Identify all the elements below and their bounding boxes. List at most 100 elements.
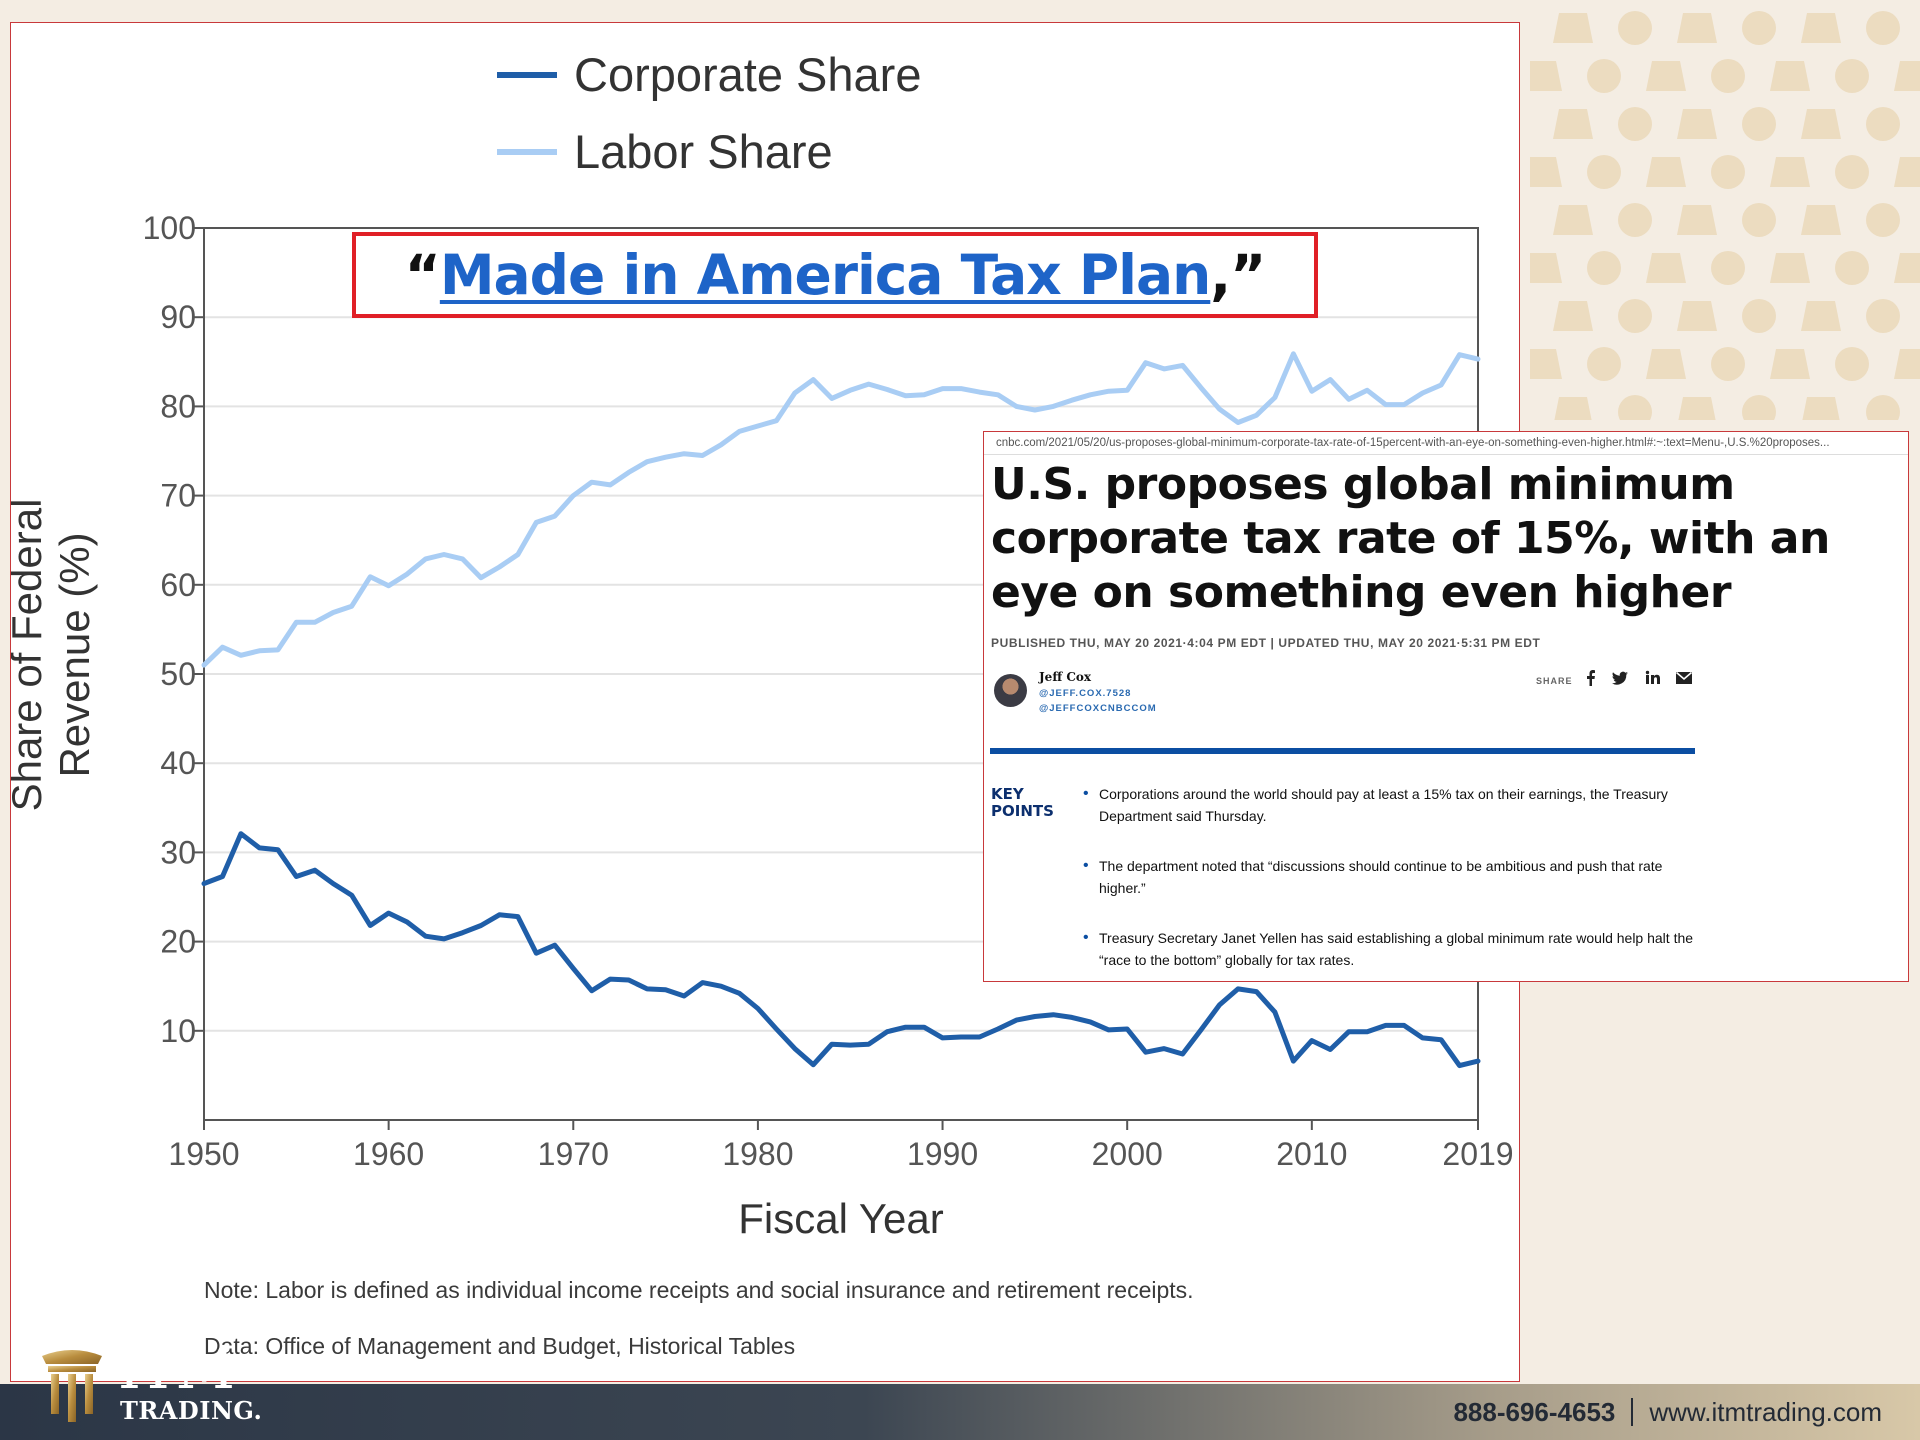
pattern-shape bbox=[1801, 13, 1841, 43]
footer-separator bbox=[1631, 1398, 1634, 1426]
key-points-label-line2: POINTS bbox=[991, 802, 1054, 820]
pattern-shape bbox=[1678, 397, 1716, 420]
key-point: • The department noted that “discussions… bbox=[1083, 855, 1699, 899]
pattern-shape bbox=[1677, 205, 1717, 235]
chart-note: Note: Labor is defined as individual inc… bbox=[204, 1277, 1194, 1303]
headline-box: “ Made in America Tax Plan ,” bbox=[352, 232, 1318, 318]
facebook-icon[interactable] bbox=[1581, 668, 1601, 688]
x-tick-label: 1990 bbox=[907, 1136, 978, 1172]
article-dateline: PUBLISHED THU, MAY 20 2021·4:04 PM EDT |… bbox=[991, 636, 1541, 650]
logo-wordmark: ITM bbox=[118, 1334, 235, 1402]
key-point-text: Treasury Secretary Janet Yellen has said… bbox=[1099, 930, 1694, 968]
pattern-shape bbox=[1587, 59, 1621, 93]
pattern-shape bbox=[1587, 251, 1621, 285]
pattern-shape bbox=[1646, 61, 1686, 91]
y-tick-label: 80 bbox=[160, 388, 196, 424]
x-tick-label: 2010 bbox=[1276, 1136, 1347, 1172]
pattern-shape bbox=[1866, 203, 1900, 237]
twitter-icon[interactable] bbox=[1610, 668, 1630, 688]
pattern-shape bbox=[1742, 203, 1776, 237]
pattern-shape bbox=[1587, 155, 1621, 189]
pattern-shape bbox=[1618, 107, 1652, 141]
x-tick-label: 1980 bbox=[722, 1136, 793, 1172]
y-tick-label: 40 bbox=[160, 745, 196, 781]
website-link[interactable]: www.itmtrading.com bbox=[1649, 1397, 1882, 1427]
pattern-shape bbox=[1894, 253, 1920, 283]
pattern-shape bbox=[1866, 11, 1900, 45]
pattern-shape bbox=[1742, 299, 1776, 333]
y-tick-label: 100 bbox=[143, 210, 196, 246]
x-tick-label: 1960 bbox=[353, 1136, 424, 1172]
pattern-shape bbox=[1894, 61, 1920, 91]
pattern-shape bbox=[1554, 397, 1592, 420]
background-pattern bbox=[1530, 0, 1920, 420]
pattern-shape bbox=[1742, 107, 1776, 141]
corporate-share-line bbox=[201, 831, 1481, 1069]
legend-label: Corporate Share bbox=[574, 48, 921, 101]
headline-open-quote: “ bbox=[404, 243, 441, 307]
footer-bar bbox=[0, 1384, 1920, 1440]
article-divider bbox=[990, 748, 1695, 754]
y-tick-label: 60 bbox=[160, 567, 196, 603]
x-tick-label: 2019 bbox=[1442, 1136, 1513, 1172]
pattern-shape bbox=[1770, 253, 1810, 283]
author-avatar bbox=[994, 674, 1027, 707]
pattern-shape bbox=[1742, 11, 1776, 45]
bullet-icon: • bbox=[1083, 929, 1089, 946]
bullet-icon: • bbox=[1083, 785, 1089, 802]
key-points-label-line1: KEY bbox=[991, 785, 1024, 803]
pattern-shape bbox=[1553, 205, 1593, 235]
pattern-shape bbox=[1618, 395, 1652, 420]
y-tick-label: 90 bbox=[160, 299, 196, 335]
pattern-shape bbox=[1894, 157, 1920, 187]
chart-data-source: Data: Office of Management and Budget, H… bbox=[204, 1333, 796, 1359]
pattern-shape bbox=[1553, 109, 1593, 139]
pattern-shape bbox=[1530, 349, 1562, 379]
y-tick-label: 20 bbox=[160, 924, 196, 960]
pattern-shape bbox=[1801, 205, 1841, 235]
author-handle-facebook[interactable]: @JEFF.COX.7528 bbox=[1039, 688, 1132, 699]
logo-subtitle: TRADING. bbox=[120, 1396, 263, 1425]
author-handle-twitter[interactable]: @JEFFCOXCNBCCOM bbox=[1039, 703, 1157, 714]
phone-number[interactable]: 888-696-4653 bbox=[1453, 1397, 1616, 1427]
pattern-shape bbox=[1770, 349, 1810, 379]
pattern-shape bbox=[1835, 59, 1869, 93]
y-tick-label: 10 bbox=[160, 1013, 196, 1049]
x-tick-label: 2000 bbox=[1092, 1136, 1163, 1172]
y-tick-label: 50 bbox=[160, 656, 196, 692]
share-label: SHARE bbox=[1536, 676, 1573, 686]
pattern-shape bbox=[1618, 11, 1652, 45]
x-tick-label: 1970 bbox=[538, 1136, 609, 1172]
pattern-shape bbox=[1835, 251, 1869, 285]
x-axis-title: Fiscal Year bbox=[738, 1195, 943, 1242]
pattern-shape bbox=[1530, 157, 1562, 187]
pattern-shape bbox=[1866, 299, 1900, 333]
pattern-shape bbox=[1677, 109, 1717, 139]
pattern-shape bbox=[1677, 13, 1717, 43]
pattern-shape bbox=[1530, 61, 1562, 91]
pattern-shape bbox=[1866, 395, 1900, 420]
pattern-shape bbox=[1711, 347, 1745, 381]
pattern-shape bbox=[1866, 107, 1900, 141]
pattern-shape bbox=[1801, 109, 1841, 139]
y-axis-title: Share of FederalRevenue (%) bbox=[11, 499, 98, 812]
headline-link[interactable]: Made in America Tax Plan bbox=[439, 243, 1211, 307]
labor-share-line bbox=[201, 351, 1481, 668]
pattern-shape bbox=[1770, 157, 1810, 187]
bullet-icon: • bbox=[1083, 857, 1089, 874]
author-name[interactable]: Jeff Cox bbox=[1039, 670, 1092, 684]
key-points-label: KEY POINTS bbox=[991, 786, 1054, 820]
key-point: • Corporations around the world should p… bbox=[1083, 783, 1699, 827]
linkedin-icon[interactable] bbox=[1643, 668, 1663, 688]
pattern-shape bbox=[1587, 347, 1621, 381]
y-tick-label: 30 bbox=[160, 834, 196, 870]
key-point-text: Corporations around the world should pay… bbox=[1099, 786, 1668, 824]
article-url[interactable]: cnbc.com/2021/05/20/us-proposes-global-m… bbox=[984, 432, 1908, 455]
pattern-shape bbox=[1646, 349, 1686, 379]
pattern-shape bbox=[1618, 299, 1652, 333]
email-icon[interactable] bbox=[1674, 668, 1694, 688]
pattern-shape bbox=[1618, 203, 1652, 237]
pattern-shape bbox=[1894, 349, 1920, 379]
pattern-shape bbox=[1835, 347, 1869, 381]
pattern-shape bbox=[1801, 301, 1841, 331]
